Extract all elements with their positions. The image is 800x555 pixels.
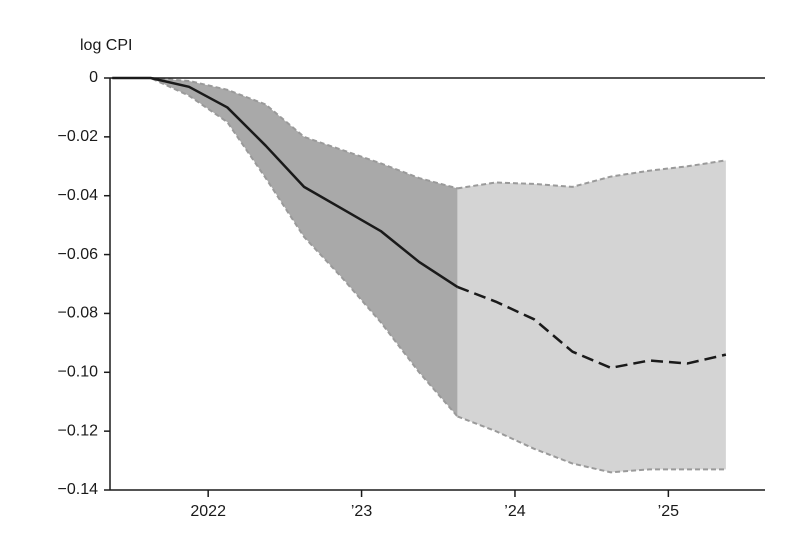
data-line [112, 76, 459, 288]
y-tick-label: −0.14 [58, 481, 99, 498]
x-tick-label: ’23 [351, 503, 372, 520]
x-tick-label: ’24 [504, 503, 525, 520]
y-tick-label: −0.04 [58, 187, 99, 204]
confidence-band [112, 78, 458, 417]
y-tick-label: 0 [89, 69, 98, 86]
data-line [456, 285, 727, 370]
y-tick-label: −0.12 [58, 422, 99, 439]
y-tick-label: −0.10 [58, 364, 99, 381]
band-edge [457, 159, 727, 190]
band-edge [112, 77, 458, 190]
x-tick-label: ’25 [658, 503, 679, 520]
band-edge [112, 77, 459, 418]
x-tick-label: 2022 [190, 503, 226, 520]
confidence-band [457, 160, 726, 473]
y-axis-label: log CPI [80, 37, 132, 54]
y-tick-label: −0.08 [58, 305, 99, 322]
band-edge [457, 415, 726, 474]
y-tick-label: −0.06 [58, 246, 99, 263]
y-tick-label: −0.02 [58, 128, 99, 145]
